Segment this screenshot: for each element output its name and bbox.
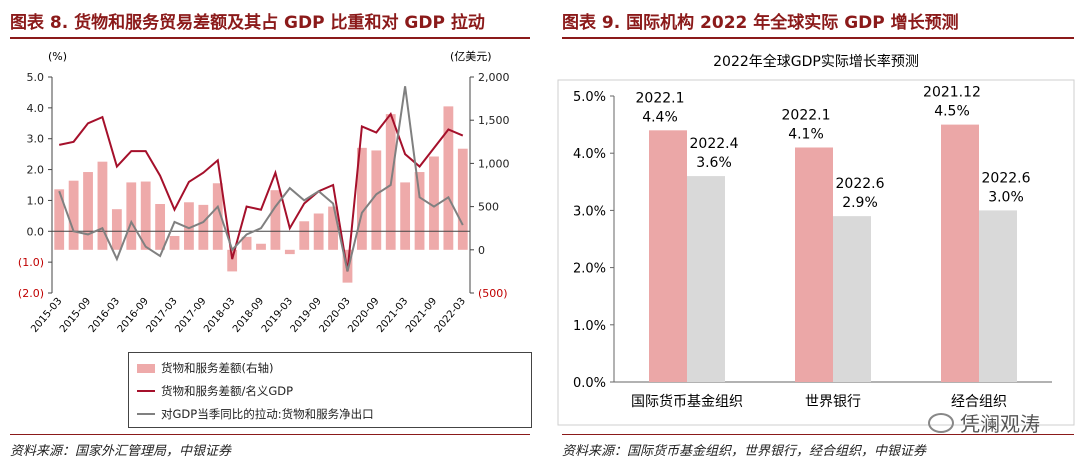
bar-value-label: 4.5% <box>934 104 970 120</box>
left-yaxis-label: (%) <box>48 50 67 63</box>
forecast-bar-latest <box>687 176 725 382</box>
right-tick-label: 1,500 <box>478 114 510 127</box>
left-figure: 图表 8. 货物和服务贸易差额及其占 GDP 比重和对 GDP 拉动 (%) (… <box>0 0 536 469</box>
right-source: 资料来源：国际货币基金组织，世界银行，经合组织，中银证券 <box>562 444 927 459</box>
bar-date-label: 2022.6 <box>836 176 885 192</box>
right-tick-label: 500 <box>478 201 499 214</box>
left-tick-label: 3.0 <box>27 133 45 146</box>
right-chart: 2022年全球GDP实际增长率预测 5.0% 4.0% 3.0% 2.0% 1.0% 0.… <box>557 53 1075 426</box>
left-tick-label: (1.0) <box>18 256 44 269</box>
legend-swatch-bar <box>137 363 155 373</box>
left-chart: (%) (亿美元) 5.0 4.0 3.0 2.0 1.0 0.0 (1.0) (2.0) 2,… <box>18 50 510 335</box>
left-legend: 货物和服务差额(右轴) 货物和服务差额/名义GDP 对GDP当季同比的拉动:货物… <box>128 352 532 428</box>
balance-bar <box>256 243 266 250</box>
balance-bar <box>443 106 454 250</box>
left-tick-label: (2.0) <box>18 287 44 300</box>
bar-date-label: 2022.6 <box>982 170 1031 186</box>
bar-value-label: 2.9% <box>842 195 878 211</box>
watermark: 凭澜观涛 <box>928 408 1040 437</box>
left-tick-label: 0.0 <box>27 225 45 238</box>
bar-value-label: 4.1% <box>788 126 824 142</box>
contribution-line <box>58 86 464 272</box>
left-tick-label: 5.0 <box>27 71 45 84</box>
left-figure-title: 图表 8. 货物和服务贸易差额及其占 GDP 比重和对 GDP 拉动 <box>10 13 485 33</box>
bar-date-label: 2021.12 <box>923 85 981 101</box>
watermark-text: 凭澜观涛 <box>960 412 1040 436</box>
balance-bar <box>83 172 93 250</box>
balance-bar <box>414 172 425 250</box>
right-tick-label: 2,000 <box>478 71 510 84</box>
right-source-rule <box>562 434 1074 435</box>
legend-item-ratio: 货物和服务差额/名义GDP <box>137 382 293 400</box>
y-tick-label: 0.0% <box>573 376 606 391</box>
forecast-bar-early <box>649 130 687 382</box>
category-label: 国际货币基金组织 <box>631 393 743 410</box>
balance-bar <box>270 190 281 250</box>
forecast-bar-latest <box>833 216 871 382</box>
forecast-bar-early <box>941 124 979 382</box>
bar-date-label: 2022.4 <box>690 136 739 152</box>
bar-value-label: 4.4% <box>642 109 678 125</box>
y-tick-label: 1.0% <box>573 319 606 334</box>
legend-label: 对GDP当季同比的拉动:货物和服务净出口 <box>161 407 374 421</box>
legend-label: 货物和服务差额(右轴) <box>161 361 274 375</box>
right-tick-label: (500) <box>478 287 508 300</box>
bar-date-label: 2022.1 <box>782 107 831 123</box>
category-label: 经合组织 <box>951 394 1007 410</box>
balance-bar <box>68 180 79 250</box>
right-figure: 图表 9. 国际机构 2022 年全球实际 GDP 增长预测 2022年全球GD… <box>552 0 1080 469</box>
balance-bar <box>227 249 238 272</box>
legend-item-balance: 货物和服务差额(右轴) <box>137 359 273 377</box>
forecast-bar-early <box>795 147 833 382</box>
left-source-rule <box>10 434 530 435</box>
right-title-rule <box>562 37 1074 39</box>
x-tick-label: 2022-03 <box>433 296 468 335</box>
legend-swatch-grey-line <box>137 413 155 415</box>
y-tick-label: 3.0% <box>573 204 606 219</box>
category-label: 世界银行 <box>805 394 861 410</box>
left-tick-label: 4.0 <box>27 102 45 115</box>
balance-bar <box>356 147 367 250</box>
balance-bar <box>371 150 382 250</box>
right-tick-label: 0 <box>478 244 485 257</box>
right-figure-title: 图表 9. 国际机构 2022 年全球实际 GDP 增长预测 <box>562 13 959 33</box>
balance-bar <box>97 161 108 250</box>
balance-bar <box>54 189 65 250</box>
balance-bar <box>184 202 194 250</box>
left-title-rule <box>10 37 530 39</box>
balance-bar <box>126 182 137 250</box>
balance-bar <box>328 206 338 250</box>
left-tick-label: 2.0 <box>27 164 45 177</box>
balance-bar <box>212 183 223 250</box>
balance-bar <box>299 221 310 250</box>
y-tick-label: 5.0% <box>573 90 606 105</box>
right-tick-label: 1,000 <box>478 157 510 170</box>
ratio-line <box>58 111 464 272</box>
legend-item-contribution: 对GDP当季同比的拉动:货物和服务净出口 <box>137 405 374 423</box>
balance-bar <box>241 236 252 250</box>
legend-swatch-red-line <box>137 390 155 392</box>
right-plot-frame <box>557 79 1075 426</box>
left-tick-label: 1.0 <box>27 194 45 207</box>
y-tick-label: 2.0% <box>573 262 606 277</box>
balance-bar <box>198 204 209 250</box>
legend-label: 货物和服务差额/名义GDP <box>161 384 294 398</box>
wechat-icon <box>928 412 954 433</box>
forecast-bar-latest <box>979 210 1017 382</box>
balance-bar <box>169 235 180 250</box>
right-chart-title: 2022年全球GDP实际增长率预测 <box>713 53 919 70</box>
balance-bar <box>429 156 439 250</box>
left-source: 资料来源：国家外汇管理局，中银证券 <box>10 444 232 459</box>
right-yaxis-label: (亿美元) <box>450 50 492 63</box>
balance-bar <box>140 181 151 250</box>
balance-bar <box>155 204 166 250</box>
bar-value-label: 3.0% <box>988 189 1024 205</box>
balance-bar <box>400 182 411 250</box>
balance-bar <box>111 209 122 250</box>
balance-bar <box>457 148 468 250</box>
bar-value-label: 3.6% <box>696 155 732 171</box>
balance-bar <box>284 249 295 255</box>
bar-date-label: 2022.1 <box>636 90 685 106</box>
y-tick-label: 4.0% <box>573 147 606 162</box>
